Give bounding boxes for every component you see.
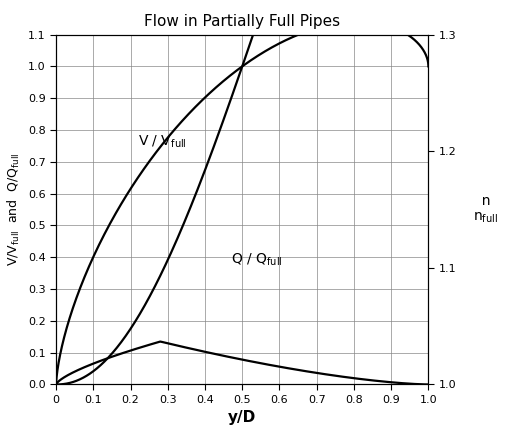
Title: Flow in Partially Full Pipes: Flow in Partially Full Pipes — [144, 14, 340, 29]
X-axis label: y/D: y/D — [228, 410, 256, 426]
Text: V / V$_{\mathregular{full}}$: V / V$_{\mathregular{full}}$ — [138, 134, 186, 150]
Y-axis label:   n
n$_{\mathregular{full}}$: n n$_{\mathregular{full}}$ — [472, 194, 497, 226]
Y-axis label: V/V$_{\mathregular{full}}$  and  Q/Q$_{\mathregular{full}}$: V/V$_{\mathregular{full}}$ and Q/Q$_{\ma… — [6, 153, 22, 266]
Text: Q / Q$_{\mathregular{full}}$: Q / Q$_{\mathregular{full}}$ — [231, 251, 282, 268]
